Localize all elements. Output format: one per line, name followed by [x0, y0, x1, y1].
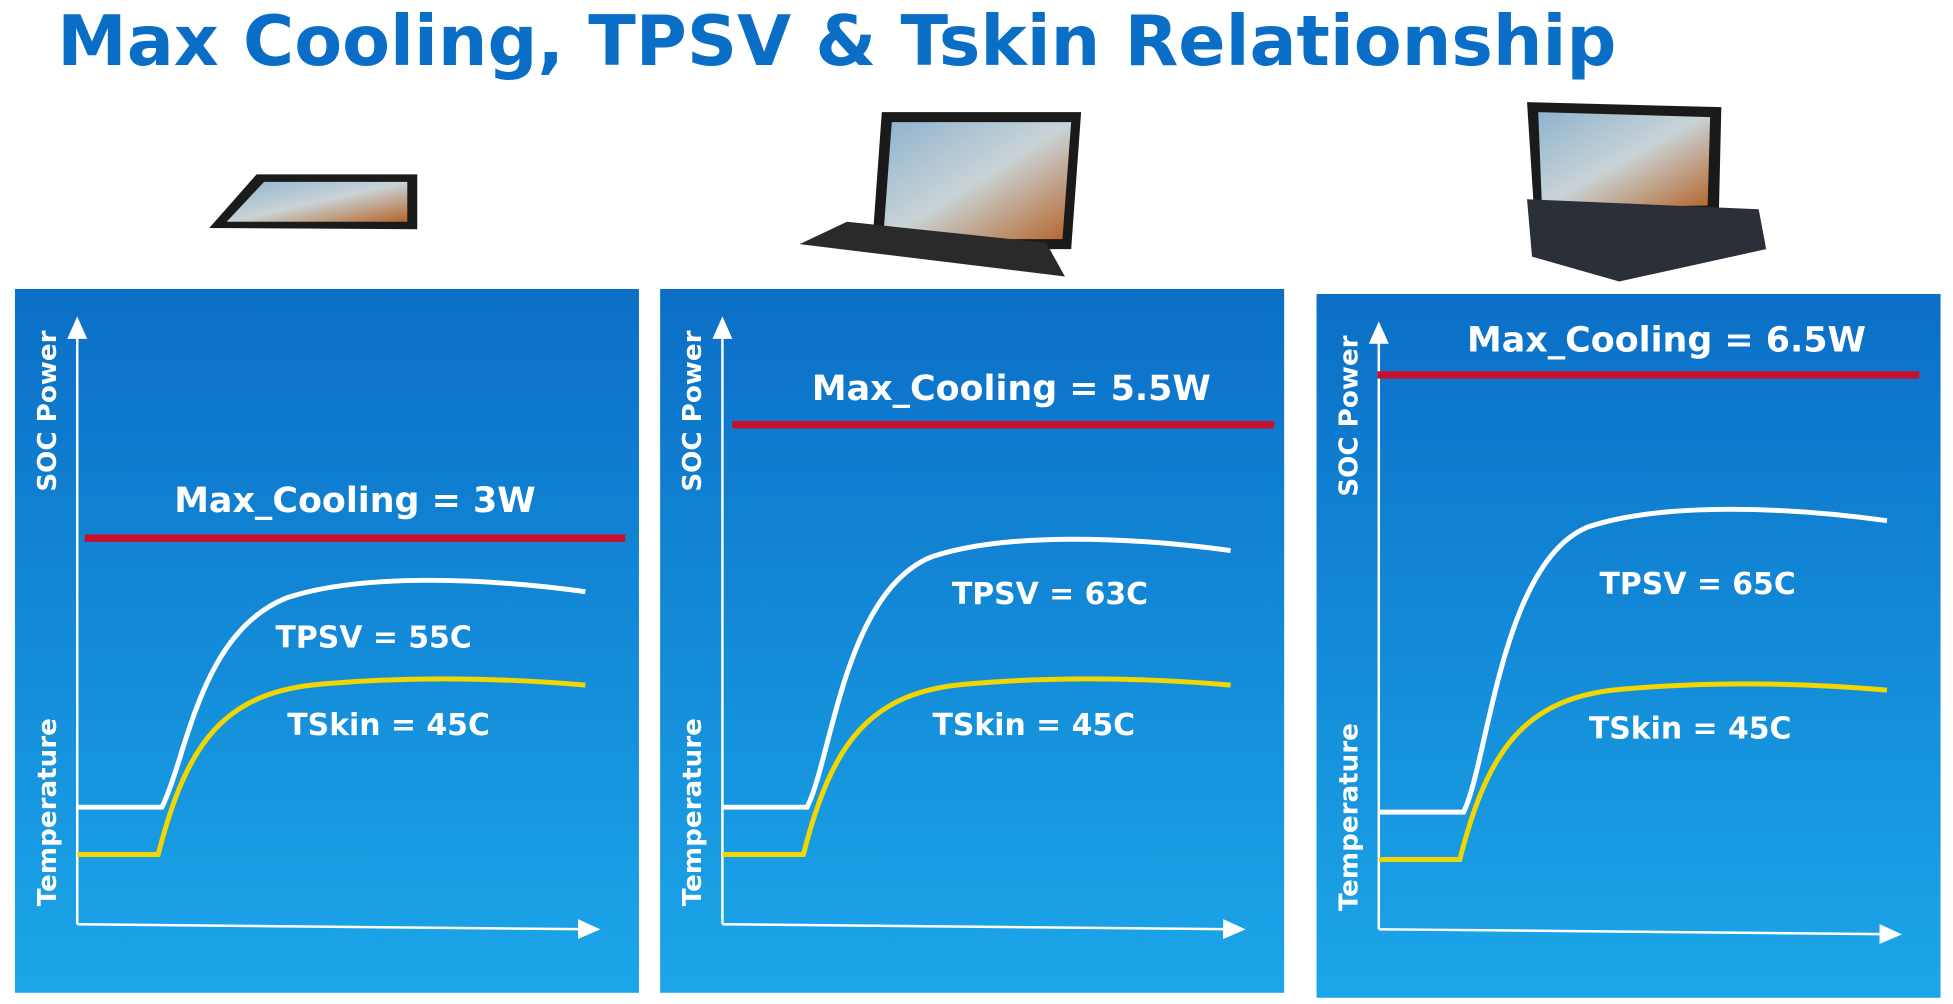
panel-background [660, 288, 1285, 993]
x-axis [722, 919, 1246, 940]
max-cooling-label: Max_Cooling = 5.5W [812, 369, 1211, 409]
panel: SOC Power Temperature Max_Cooling = 6.5W TP… [1316, 293, 1941, 998]
tskin-curve [1378, 681, 1888, 862]
tablet-image [209, 174, 418, 230]
y-axis-label: Temperature [678, 718, 708, 906]
y-axis-label: Temperature [1335, 723, 1365, 911]
tpsv-label: TPSV = 65C [1600, 567, 1796, 602]
panel: SOC Power Temperature Max_Cooling = 3W TPSV… [14, 288, 639, 993]
x-axis [1378, 924, 1902, 945]
panel-background [14, 288, 639, 993]
tpsv-label: TPSV = 63C [952, 577, 1148, 612]
panel: SOC Power Temperature Max_Cooling = 5.5W TP… [660, 288, 1285, 993]
max-cooling-label: Max_Cooling = 3W [174, 481, 535, 521]
tskin-label: TSkin = 45C [287, 708, 490, 743]
tpsv-curve [722, 536, 1231, 810]
docked-tablet-image [1527, 102, 1767, 282]
y-axis-label: SOC Power [1335, 335, 1365, 496]
tpsv-label: TPSV = 55C [276, 621, 472, 656]
y-axis-label: SOC Power [33, 330, 63, 491]
laptop-image [799, 112, 1082, 277]
tskin-label: TSkin = 45C [1589, 712, 1792, 747]
tskin-curve [722, 676, 1231, 858]
y-axis-label: SOC Power [678, 330, 708, 491]
panel-background [1316, 293, 1941, 998]
x-axis [77, 919, 601, 940]
max-cooling-label: Max_Cooling = 6.5W [1467, 320, 1866, 360]
tskin-curve [77, 676, 586, 858]
tpsv-curve [1378, 506, 1888, 815]
y-axis-label: Temperature [33, 718, 63, 906]
tpsv-curve [77, 577, 586, 810]
slide-title: Max Cooling, TPSV & Tskin Relationship [57, 1, 1616, 82]
tskin-label: TSkin = 45C [932, 708, 1135, 743]
